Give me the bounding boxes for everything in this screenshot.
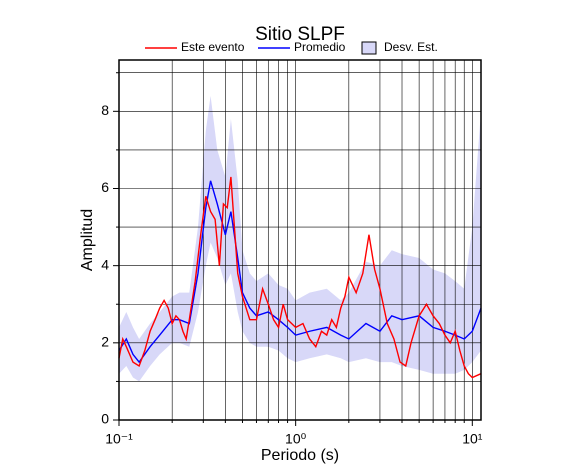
legend-swatch: [361, 41, 377, 55]
chart-title: Sitio SLPF: [255, 24, 345, 45]
legend-label: Promedio: [294, 40, 346, 54]
y-axis-label: Amplitud: [79, 209, 96, 271]
y-tick-label: 2: [101, 334, 109, 350]
y-tick-label: 8: [101, 102, 109, 118]
x-tick-label: 10⁰: [285, 431, 307, 447]
x-axis-label: Periodo (s): [261, 447, 339, 464]
y-tick-label: 4: [101, 256, 109, 272]
x-tick-label: 10⁻¹: [105, 431, 133, 447]
y-tick-label: 0: [101, 411, 109, 427]
series-line: [118, 176, 482, 379]
y-tick-label: 6: [101, 179, 109, 195]
plot-frame: [118, 59, 482, 421]
legend-label: Desv. Est.: [384, 40, 438, 54]
std-band: [119, 95, 481, 382]
x-tick-label: 10¹: [462, 431, 483, 447]
legend-label: Este evento: [181, 40, 245, 54]
